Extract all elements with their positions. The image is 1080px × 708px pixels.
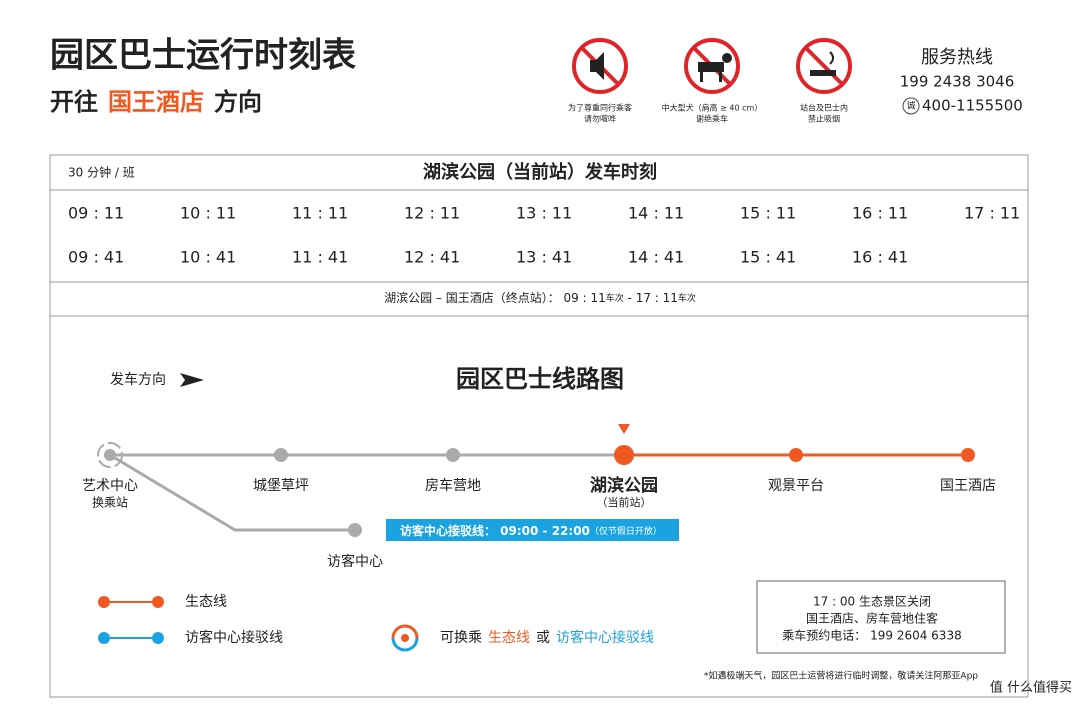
dir-prefix: 开往 (50, 88, 98, 116)
timetable-heading: 湖滨公园（当前站）发车时刻 (423, 161, 657, 183)
title: 园区巴士运行时刻表 (50, 36, 356, 76)
transfer-or: 或 (536, 630, 550, 646)
legend-shuttle: 访客中心接驳线 (185, 629, 283, 646)
footnote: *如遇极端天气，园区巴士运营将进行临时调整，敬请关注阿那亚App (704, 670, 978, 682)
route-last: - 17 : 11 (624, 291, 678, 305)
departure-time: 15 : 11 (740, 204, 796, 223)
map-title: 园区巴士线路图 (456, 365, 624, 393)
hotline-title: 服务热线 (921, 47, 993, 68)
route-unit: 车次 (678, 292, 696, 304)
dir-dest: 国王酒店 (108, 88, 204, 116)
departure-time: 09 : 41 (68, 248, 124, 267)
dir-suffix: 方向 (214, 88, 262, 116)
legend-shuttle-swatch (98, 632, 164, 644)
departure-time: 13 : 11 (516, 204, 572, 223)
notice-caption: 禁止吸烟 (808, 114, 840, 124)
departure-time: 16 : 41 (852, 248, 908, 267)
direction-label: 发车方向 (110, 371, 166, 388)
departure-time: 09 : 11 (68, 204, 124, 223)
departure-time: 12 : 11 (404, 204, 460, 223)
departure-time: 17 : 11 (964, 204, 1020, 223)
alt-icon: 诚 (906, 100, 915, 112)
departure-time: 11 : 11 (292, 204, 348, 223)
station-sub: 换乘站 (92, 496, 128, 510)
notice-glyphs (590, 51, 836, 82)
departure-time: 13 : 41 (516, 248, 572, 267)
watermark: 值 什么值得买 (990, 680, 1072, 696)
departure-time: 10 : 41 (180, 248, 236, 267)
alt-icon-ring (902, 97, 920, 115)
dividers (50, 189, 1028, 317)
transfer-ring (97, 442, 123, 468)
notice-caption: 请勿喧哗 (584, 114, 616, 124)
shuttle-note: （仅节假日开放） (590, 525, 662, 537)
info-line: 国王酒店、房车营地住客 (806, 611, 938, 626)
notice-caption: 谢绝乘车 (696, 114, 728, 124)
direction: 开往 国王酒店 方向 (50, 88, 262, 116)
current-marker (618, 424, 630, 434)
departure-time: 14 : 41 (628, 248, 684, 267)
departure-time: 11 : 41 (292, 248, 348, 267)
station-dot (961, 448, 975, 462)
departure-time: 14 : 11 (628, 204, 684, 223)
station-label: 房车营地 (425, 477, 481, 494)
notice-caption: 为了尊重同行乘客 (568, 103, 632, 113)
departure-time: 15 : 41 (740, 248, 796, 267)
station-dot (789, 448, 803, 462)
info-line: 17 : 00 生态景区关闭 (813, 595, 931, 609)
frequency: 30 分钟 / 班 (68, 165, 135, 180)
times: 09 : 11 10 : 11 11 : 11 12 : 11 13 : 11 14 : … (68, 204, 1020, 267)
shuttle-bar (386, 519, 679, 541)
station-dot (446, 448, 460, 462)
station-dot (614, 445, 634, 465)
station-dot (104, 449, 116, 461)
transfer-eco: 生态线 (488, 630, 530, 646)
legend-transfer: 可换乘 生态线或访客中心接驳线 (440, 629, 654, 646)
shuttle-time: 访客中心接驳线： 09:00 - 22:00 (400, 523, 590, 538)
info-line: 乘车预约电话： 199 2604 6338 (782, 628, 961, 643)
info-box (756, 580, 1006, 654)
station-label: 观景平台 (768, 478, 824, 494)
route-unit: 车次 (606, 292, 624, 304)
transfer-shuttle: 访客中心接驳线 (556, 629, 654, 646)
departure-time: 12 : 41 (404, 248, 460, 267)
notice-caption: 站台及巴士内 (800, 103, 848, 113)
route-text: 湖滨公园 – 国王酒店（终点站）： 09 : 11 (384, 290, 606, 305)
station-dot (348, 523, 362, 537)
legend-eco: 生态线 (185, 594, 227, 610)
station-dot (274, 448, 288, 462)
transfer-prefix: 可换乘 (440, 629, 482, 646)
notice-caption: 中大型犬（肩高 ≥ 40 cm） (662, 103, 763, 113)
station-label: 城堡草坪 (253, 478, 309, 494)
station-label: 访客中心 (327, 553, 383, 570)
hotline-phone: 199 2438 3046 (900, 73, 1015, 91)
station-sub: （当前站） (597, 495, 652, 509)
departure-time: 10 : 11 (180, 204, 236, 223)
departure-time: 16 : 11 (852, 204, 908, 223)
transfer-icon (391, 624, 419, 652)
station-label: 艺术中心 (82, 478, 138, 494)
branch-line (109, 453, 355, 532)
station-label: 湖滨公园 (590, 475, 658, 496)
legend-eco-swatch (98, 596, 164, 608)
shuttle-label: 访客中心接驳线： 09:00 - 22:00（仅节假日开放） (400, 523, 662, 538)
hotline-alt: 400-1155500 (922, 97, 1023, 115)
direction-arrow (180, 373, 204, 387)
route-note: 湖滨公园 – 国王酒店（终点站）： 09 : 11车次 - 17 : 11车次 (384, 290, 696, 305)
frame (49, 154, 1029, 698)
station-label: 国王酒店 (940, 478, 996, 494)
